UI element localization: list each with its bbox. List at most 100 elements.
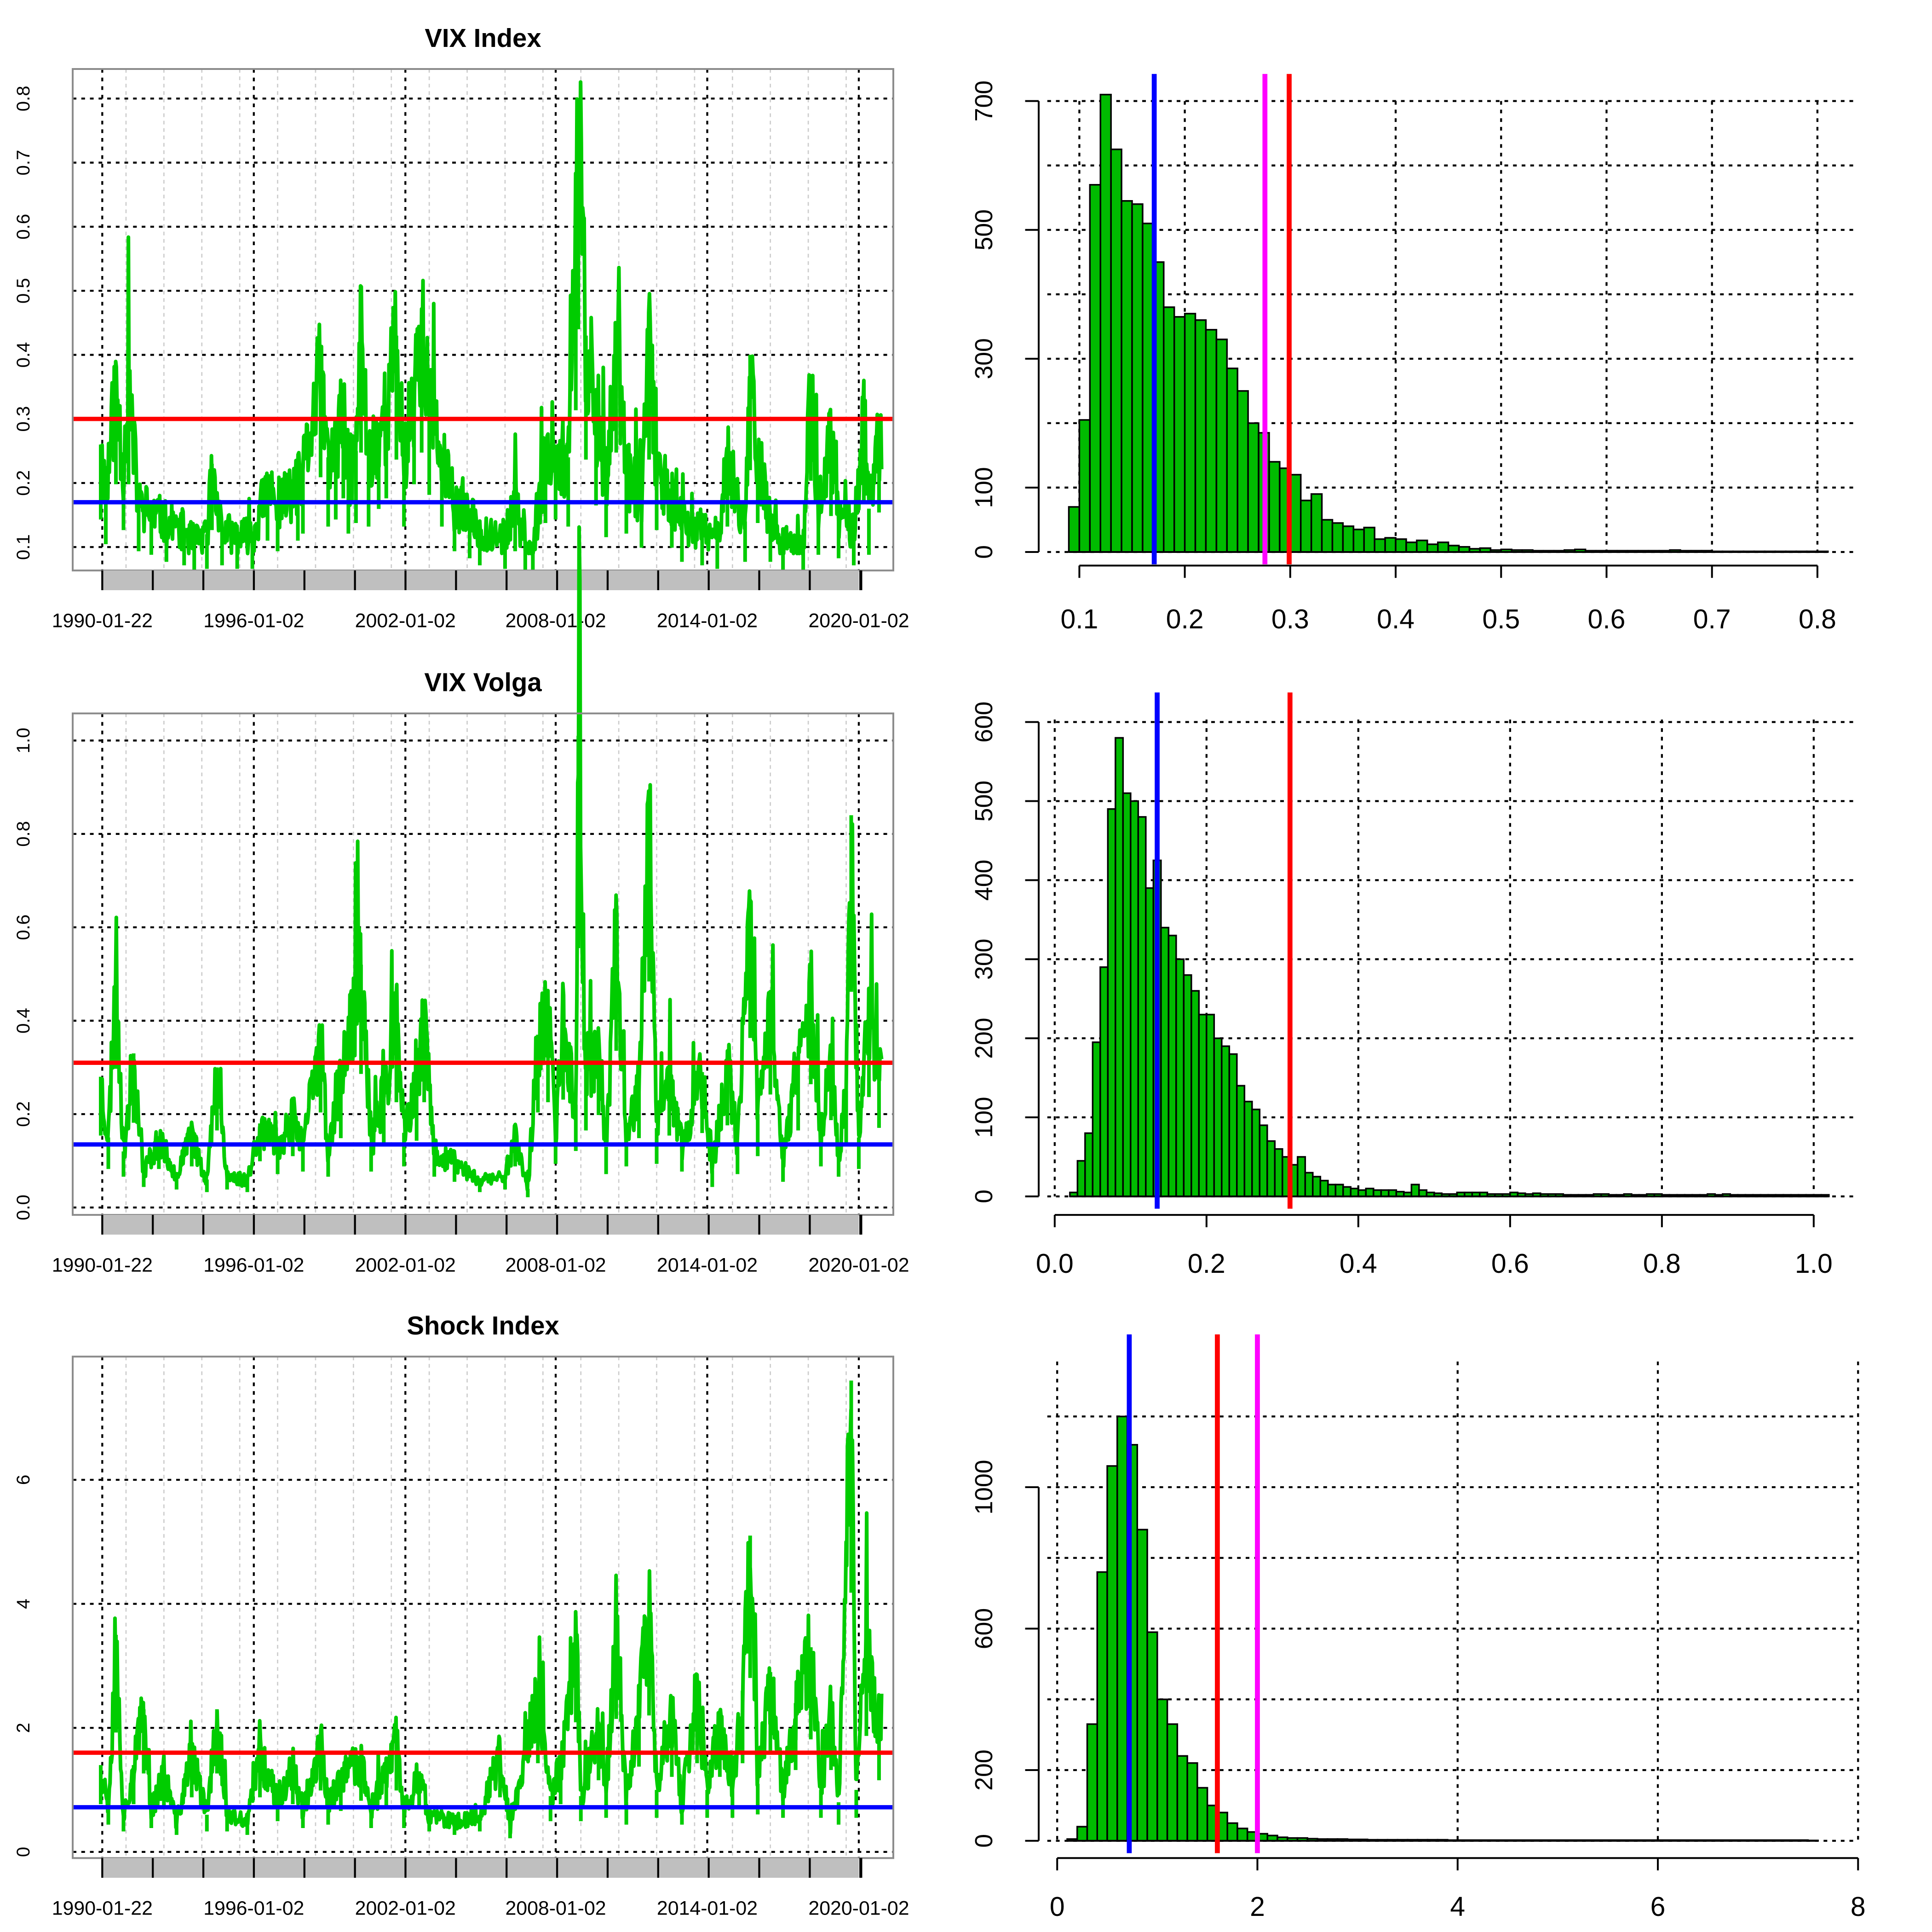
- x-tick-label: 0.2: [1166, 604, 1204, 634]
- histogram-bar: [1084, 1132, 1094, 1197]
- y-tick-label: 2: [13, 1723, 34, 1733]
- histogram-bar: [1078, 419, 1091, 553]
- histogram-bar: [1268, 461, 1281, 553]
- histogram-bar: [1198, 1013, 1208, 1197]
- histogram-bar: [1106, 1465, 1118, 1842]
- histogram-bar: [1274, 1148, 1283, 1197]
- x-tick-label: 1990-01-22: [52, 610, 153, 632]
- shock-index-histogram: 0 200 600 1000 0 2 4 6 8: [971, 1334, 1866, 1922]
- y-tick-label: 0: [971, 1834, 998, 1848]
- histogram-bar: [1086, 1723, 1098, 1842]
- y-tick-label: 400: [971, 860, 998, 901]
- y-tick-label: 0.7: [13, 150, 34, 176]
- histogram-bar: [1068, 506, 1081, 553]
- histogram-bar: [1447, 545, 1460, 553]
- y-tick-label: 0.4: [13, 342, 34, 368]
- y-tick-label: 300: [971, 939, 998, 980]
- x-tick-label: 2008-01-02: [505, 1254, 606, 1276]
- y-tick-label: 6: [13, 1475, 34, 1485]
- histogram-bar: [1297, 1156, 1306, 1197]
- histogram-bar: [1342, 525, 1355, 553]
- histogram-bar: [1426, 543, 1439, 553]
- y-tick-label: 600: [971, 1608, 998, 1649]
- histogram-bar: [1215, 339, 1228, 553]
- vix-volga-line-chart: VIX Volga 0.0 0.2 0.4 0.6 0.8 1.0 1990-01-22 199…: [13, 525, 909, 1276]
- histogram-bar: [1186, 1762, 1198, 1842]
- y-tick-label: 0: [971, 545, 998, 559]
- histogram-bar: [1167, 934, 1177, 1197]
- histogram-bar: [1092, 1041, 1101, 1197]
- histogram-bar: [1363, 527, 1375, 553]
- x-tick-label: 0.7: [1693, 604, 1731, 634]
- x-tick-label: 2020-01-02: [808, 1254, 909, 1276]
- y-tick-label: 0: [13, 1847, 34, 1857]
- time-axis-band: [102, 570, 859, 591]
- histogram-bar: [1184, 313, 1196, 553]
- histogram-bar: [1194, 319, 1207, 553]
- histogram-bar: [1190, 990, 1200, 1197]
- histogram-bar: [1145, 887, 1155, 1197]
- histogram-bar: [1175, 958, 1185, 1197]
- histogram-bar: [1405, 541, 1418, 553]
- histogram-bar: [1350, 1187, 1359, 1197]
- histogram-bar: [1228, 1053, 1238, 1197]
- histogram-bar: [1365, 1187, 1374, 1197]
- histogram-bar: [1146, 1631, 1158, 1842]
- y-tick-label: 0.8: [13, 86, 34, 111]
- x-tick-label: 2008-01-02: [505, 1898, 606, 1920]
- x-tick-label: 2014-01-02: [657, 1254, 758, 1276]
- histogram-bar: [1374, 538, 1386, 553]
- histogram-bar: [1236, 1828, 1248, 1842]
- vix-index-line-chart: VIX Index 0.1 0.2 0.3 0.4 0.5 0.6 0.7 0.8 1990-01…: [13, 23, 909, 632]
- y-tick-label: 300: [971, 338, 998, 379]
- histogram-bar: [1327, 1184, 1337, 1197]
- histogram-bar: [1266, 1140, 1276, 1197]
- histogram-bar: [1331, 522, 1344, 553]
- histogram-bar: [1213, 1037, 1223, 1197]
- x-tick-label: 0.2: [1188, 1249, 1225, 1279]
- histogram-bar: [1206, 1013, 1215, 1197]
- histogram-bar: [1121, 200, 1133, 553]
- y-tick-label: 100: [971, 467, 998, 508]
- y-tick-label: 0.6: [13, 914, 34, 940]
- histogram-bar: [1226, 368, 1238, 553]
- histogram-bar: [1166, 1723, 1179, 1842]
- x-tick-label: 1990-01-22: [52, 1254, 153, 1276]
- y-tick-label: 1000: [971, 1460, 998, 1514]
- x-tick-label: 1996-01-02: [203, 1898, 304, 1920]
- histogram-bar: [1243, 1100, 1253, 1197]
- chart-title: VIX Index: [425, 23, 541, 52]
- y-tick-label: 0.5: [13, 278, 34, 304]
- x-tick-label: 8: [1851, 1892, 1866, 1922]
- histogram-bar: [1395, 538, 1407, 553]
- histogram-bar: [1310, 493, 1323, 553]
- histogram-bar: [1342, 1186, 1352, 1197]
- histogram-bar: [1312, 1176, 1322, 1197]
- histogram-bar: [1122, 792, 1132, 1197]
- x-tick-label: 0.1: [1060, 604, 1098, 634]
- histogram-bar: [1136, 1529, 1148, 1842]
- histogram-bar: [1160, 926, 1170, 1197]
- x-tick-label: 2008-01-02: [505, 610, 606, 632]
- x-tick-label: 6: [1650, 1892, 1666, 1922]
- y-tick-label: 0.2: [13, 1101, 34, 1127]
- histogram-bar: [1221, 1045, 1230, 1197]
- y-tick-label: 200: [971, 1749, 998, 1790]
- histogram-bar: [1334, 1184, 1344, 1197]
- y-tick-label: 0.6: [13, 214, 34, 240]
- y-tick-label: 0.3: [13, 406, 34, 432]
- histogram-bar: [1380, 1189, 1390, 1197]
- histogram-bar: [1226, 1822, 1238, 1842]
- histogram-bar: [1130, 800, 1139, 1197]
- x-tick-label: 4: [1450, 1892, 1465, 1922]
- x-tick-label: 0.6: [1491, 1249, 1529, 1279]
- histogram-bar: [1236, 1085, 1246, 1197]
- x-tick-label: 2014-01-02: [657, 610, 758, 632]
- histogram-bar: [1205, 329, 1218, 553]
- time-axis-band: [102, 1215, 859, 1235]
- x-tick-label: 0.4: [1340, 1249, 1377, 1279]
- y-tick-label: 500: [971, 209, 998, 250]
- x-tick-label: 0.5: [1482, 604, 1520, 634]
- x-tick-label: 0: [1050, 1892, 1065, 1922]
- histogram-bar: [1352, 529, 1365, 553]
